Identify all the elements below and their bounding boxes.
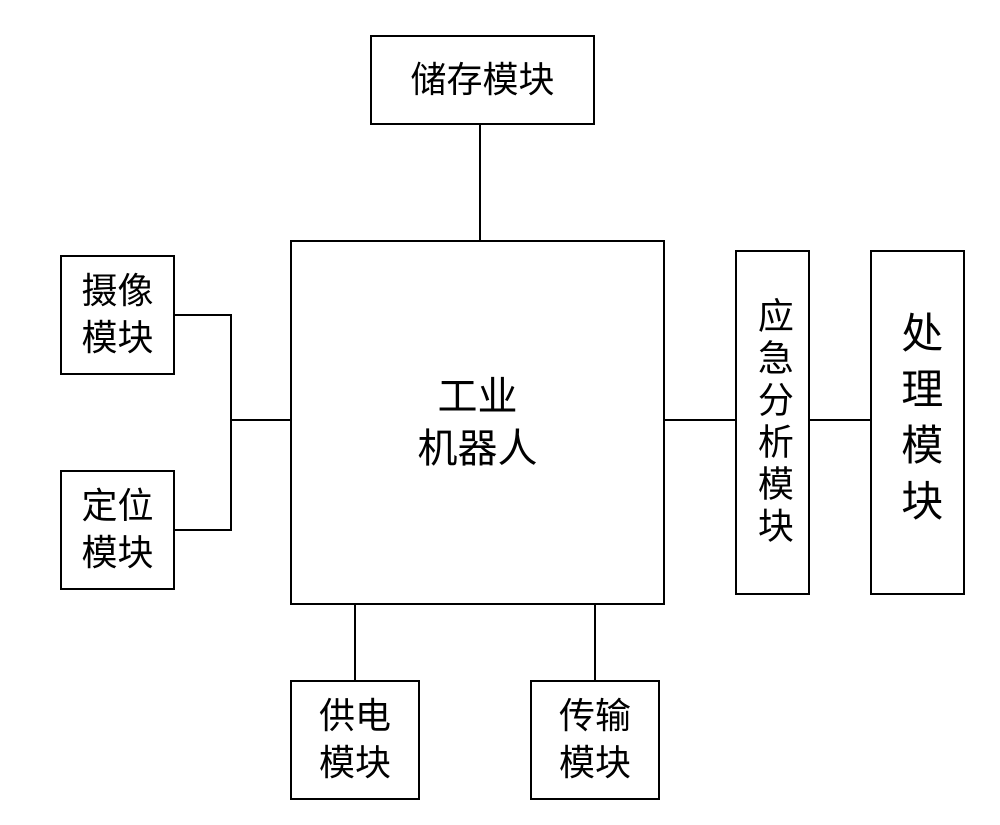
node-center-label: 工业 机器人 (418, 371, 538, 475)
edge-transmission-center (594, 605, 596, 680)
edge-emergency-processing (810, 419, 870, 421)
edge-positioning-stub (175, 529, 232, 531)
edge-camera-stub (175, 314, 232, 316)
block-diagram: 工业 机器人 储存模块 摄像 模块 定位 模块 应急分析模块 处理模块 供电 模… (0, 0, 1000, 825)
node-emergency-label: 应急分析模块 (749, 297, 796, 549)
node-power-label: 供电 模块 (319, 693, 391, 787)
node-power: 供电 模块 (290, 680, 420, 800)
node-camera: 摄像 模块 (60, 255, 175, 375)
edge-power-center (354, 605, 356, 680)
edge-storage-center (479, 125, 481, 240)
node-storage: 储存模块 (370, 35, 595, 125)
edge-center-emergency (665, 419, 735, 421)
node-positioning-label: 定位 模块 (81, 483, 153, 577)
node-storage-label: 储存模块 (410, 57, 554, 104)
node-camera-label: 摄像 模块 (81, 268, 153, 362)
node-center: 工业 机器人 (290, 240, 665, 605)
node-positioning: 定位 模块 (60, 470, 175, 590)
node-transmission: 传输 模块 (530, 680, 660, 800)
node-processing-label: 处理模块 (890, 311, 945, 535)
node-transmission-label: 传输 模块 (559, 693, 631, 787)
node-processing: 处理模块 (870, 250, 965, 595)
node-emergency: 应急分析模块 (735, 250, 810, 595)
edge-left-vertical (230, 314, 232, 531)
edge-left-to-center (230, 419, 290, 421)
